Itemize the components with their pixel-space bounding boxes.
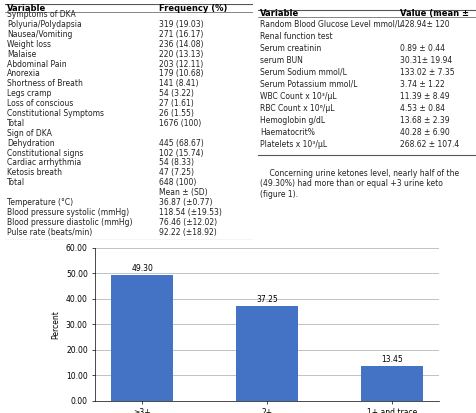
Text: 268.62 ± 107.4: 268.62 ± 107.4 bbox=[399, 140, 458, 149]
Text: Variable: Variable bbox=[259, 9, 298, 18]
Text: 118.54 (±19.53): 118.54 (±19.53) bbox=[158, 208, 221, 217]
Text: 26 (1.55): 26 (1.55) bbox=[158, 109, 193, 118]
Text: Renal function test: Renal function test bbox=[259, 32, 332, 41]
Text: Constitutional Symptoms: Constitutional Symptoms bbox=[7, 109, 104, 118]
Text: 648 (100): 648 (100) bbox=[158, 178, 196, 187]
Text: 236 (14.08): 236 (14.08) bbox=[158, 40, 203, 49]
Text: Haematocrit%: Haematocrit% bbox=[259, 128, 314, 137]
Text: 30.31± 19.94: 30.31± 19.94 bbox=[399, 56, 452, 65]
Text: Weight loss: Weight loss bbox=[7, 40, 51, 49]
Text: Hemoglobin g/dL: Hemoglobin g/dL bbox=[259, 116, 324, 125]
Text: 1676 (100): 1676 (100) bbox=[158, 119, 200, 128]
Text: Shortness of Breath: Shortness of Breath bbox=[7, 79, 83, 88]
Text: 445 (68.67): 445 (68.67) bbox=[158, 139, 203, 147]
Text: Pulse rate (beats/min): Pulse rate (beats/min) bbox=[7, 228, 92, 237]
Text: Temperature (°C): Temperature (°C) bbox=[7, 198, 73, 207]
Text: Total: Total bbox=[7, 178, 25, 187]
Text: 54 (8.33): 54 (8.33) bbox=[158, 158, 193, 167]
Text: Frequency (%): Frequency (%) bbox=[158, 4, 227, 13]
Text: Nausea/Vomiting: Nausea/Vomiting bbox=[7, 30, 72, 39]
Text: Symptoms of DKA: Symptoms of DKA bbox=[7, 10, 76, 19]
Text: 36.87 (±0.77): 36.87 (±0.77) bbox=[158, 198, 212, 207]
Text: Platelets x 10³/μL: Platelets x 10³/μL bbox=[259, 140, 326, 149]
Text: Dehydration: Dehydration bbox=[7, 139, 55, 147]
Text: 27 (1.61): 27 (1.61) bbox=[158, 99, 193, 108]
Text: 40.28 ± 6.90: 40.28 ± 6.90 bbox=[399, 128, 449, 137]
Text: Serum creatinin: Serum creatinin bbox=[259, 44, 320, 53]
Text: Variable: Variable bbox=[7, 4, 46, 13]
Text: Ketosis breath: Ketosis breath bbox=[7, 168, 62, 177]
Text: Total: Total bbox=[7, 119, 25, 128]
Text: Mean ± (SD): Mean ± (SD) bbox=[158, 188, 207, 197]
Text: Legs cramp: Legs cramp bbox=[7, 89, 51, 98]
Text: Serum Potassium mmol/L: Serum Potassium mmol/L bbox=[259, 80, 357, 89]
Text: RBC Count x 10⁶/μL: RBC Count x 10⁶/μL bbox=[259, 104, 334, 113]
Text: 102 (15.74): 102 (15.74) bbox=[158, 149, 203, 157]
Text: Cardiac arrhythmia: Cardiac arrhythmia bbox=[7, 158, 81, 167]
Text: 13.45: 13.45 bbox=[380, 355, 402, 364]
Text: WBC Count x 10³/μL: WBC Count x 10³/μL bbox=[259, 92, 336, 101]
Text: 3.74 ± 1.22: 3.74 ± 1.22 bbox=[399, 80, 444, 89]
Text: 37.25: 37.25 bbox=[256, 295, 278, 304]
Text: 76.46 (±12.02): 76.46 (±12.02) bbox=[158, 218, 216, 227]
Text: Abdominal Pain: Abdominal Pain bbox=[7, 59, 67, 69]
Text: Loss of conscious: Loss of conscious bbox=[7, 99, 73, 108]
Text: 220 (13.13): 220 (13.13) bbox=[158, 50, 202, 59]
Text: Random Blood Glucose Level mmol/L: Random Blood Glucose Level mmol/L bbox=[259, 20, 401, 29]
Text: 141 (8.41): 141 (8.41) bbox=[158, 79, 198, 88]
Text: 49.30: 49.30 bbox=[131, 264, 153, 273]
Text: Serum Sodium mmol/L: Serum Sodium mmol/L bbox=[259, 68, 346, 77]
Text: 4.53 ± 0.84: 4.53 ± 0.84 bbox=[399, 104, 444, 113]
Bar bbox=[236, 306, 298, 401]
Text: 0.89 ± 0.44: 0.89 ± 0.44 bbox=[399, 44, 444, 53]
Text: 319 (19.03): 319 (19.03) bbox=[158, 20, 203, 29]
Text: Polyuria/Polydapsia: Polyuria/Polydapsia bbox=[7, 20, 82, 29]
Text: 11.39 ± 8.49: 11.39 ± 8.49 bbox=[399, 92, 449, 101]
Y-axis label: Percent: Percent bbox=[51, 310, 60, 339]
Text: Blood pressure diastolic (mmHg): Blood pressure diastolic (mmHg) bbox=[7, 218, 132, 227]
Text: 428.94± 120: 428.94± 120 bbox=[399, 20, 449, 29]
Text: Blood pressure systolic (mmHg): Blood pressure systolic (mmHg) bbox=[7, 208, 129, 217]
Text: Sign of DKA: Sign of DKA bbox=[7, 129, 52, 138]
Text: 133.02 ± 7.35: 133.02 ± 7.35 bbox=[399, 68, 454, 77]
Text: 13.68 ± 2.39: 13.68 ± 2.39 bbox=[399, 116, 449, 125]
Text: Anorexia: Anorexia bbox=[7, 69, 41, 78]
Text: Constitutional signs: Constitutional signs bbox=[7, 149, 83, 157]
Text: 47 (7.25): 47 (7.25) bbox=[158, 168, 193, 177]
Text: 271 (16.17): 271 (16.17) bbox=[158, 30, 202, 39]
Text: Value (mean ±: Value (mean ± bbox=[399, 9, 468, 18]
Text: serum BUN: serum BUN bbox=[259, 56, 302, 65]
Text: Concerning urine ketones level, nearly half of the
(49.30%) had more than or equ: Concerning urine ketones level, nearly h… bbox=[259, 169, 458, 199]
Text: 179 (10.68): 179 (10.68) bbox=[158, 69, 203, 78]
Text: 92.22 (±18.92): 92.22 (±18.92) bbox=[158, 228, 216, 237]
Text: Malaise: Malaise bbox=[7, 50, 37, 59]
Text: 203 (12.11): 203 (12.11) bbox=[158, 59, 202, 69]
Bar bbox=[360, 366, 422, 401]
Text: 54 (3.22): 54 (3.22) bbox=[158, 89, 193, 98]
Bar bbox=[111, 275, 173, 401]
